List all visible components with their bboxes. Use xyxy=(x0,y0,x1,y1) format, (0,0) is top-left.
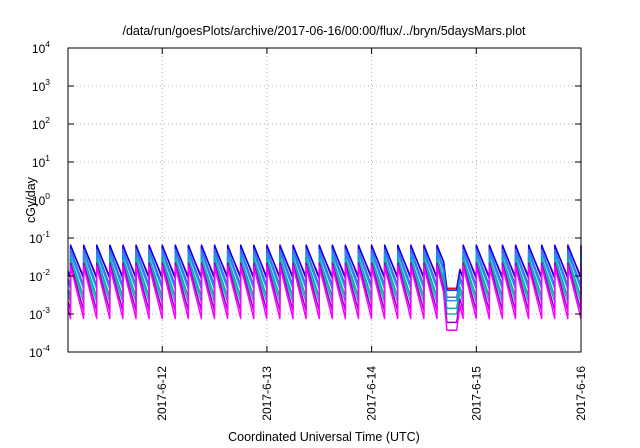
x-tick-label: 2017-6-14 xyxy=(365,366,379,421)
series-layer xyxy=(67,244,582,331)
chart-title: /data/run/goesPlots/archive/2017-06-16/0… xyxy=(122,24,526,38)
x-tick-label: 2017-6-15 xyxy=(469,366,483,421)
x-tick-label: 2017-6-13 xyxy=(260,366,274,421)
series-line xyxy=(67,262,582,324)
series-line xyxy=(67,260,582,315)
y-tick-label: 10-4 xyxy=(29,343,50,360)
y-axis-label: cGy/day xyxy=(24,176,38,223)
series-line xyxy=(67,244,582,291)
series-line xyxy=(67,265,582,331)
x-tick-label: 2017-6-12 xyxy=(155,366,169,421)
y-tick-label: 100 xyxy=(32,191,50,208)
y-tick-label: 101 xyxy=(32,153,50,170)
grid xyxy=(68,48,581,352)
y-tick-label: 10-1 xyxy=(29,229,50,246)
x-tick-labels: 2017-6-12 2017-6-13 2017-6-14 2017-6-15 2017… xyxy=(155,366,588,421)
y-tick-label: 103 xyxy=(32,77,50,94)
y-tick-labels: 10-4 10-3 10-2 10-1 100 101 102 103 104 xyxy=(29,39,50,360)
series-line xyxy=(67,257,582,310)
series-line xyxy=(67,248,582,299)
y-tick-label: 102 xyxy=(32,115,50,132)
series-line xyxy=(67,252,582,302)
x-tick-label: 2017-6-16 xyxy=(574,366,588,421)
y-tick-label: 10-3 xyxy=(29,305,50,322)
y-tick-label: 104 xyxy=(32,39,50,56)
ticks xyxy=(68,47,582,353)
y-tick-label: 10-2 xyxy=(29,267,50,284)
x-axis-label: Coordinated Universal Time (UTC) xyxy=(228,430,420,444)
